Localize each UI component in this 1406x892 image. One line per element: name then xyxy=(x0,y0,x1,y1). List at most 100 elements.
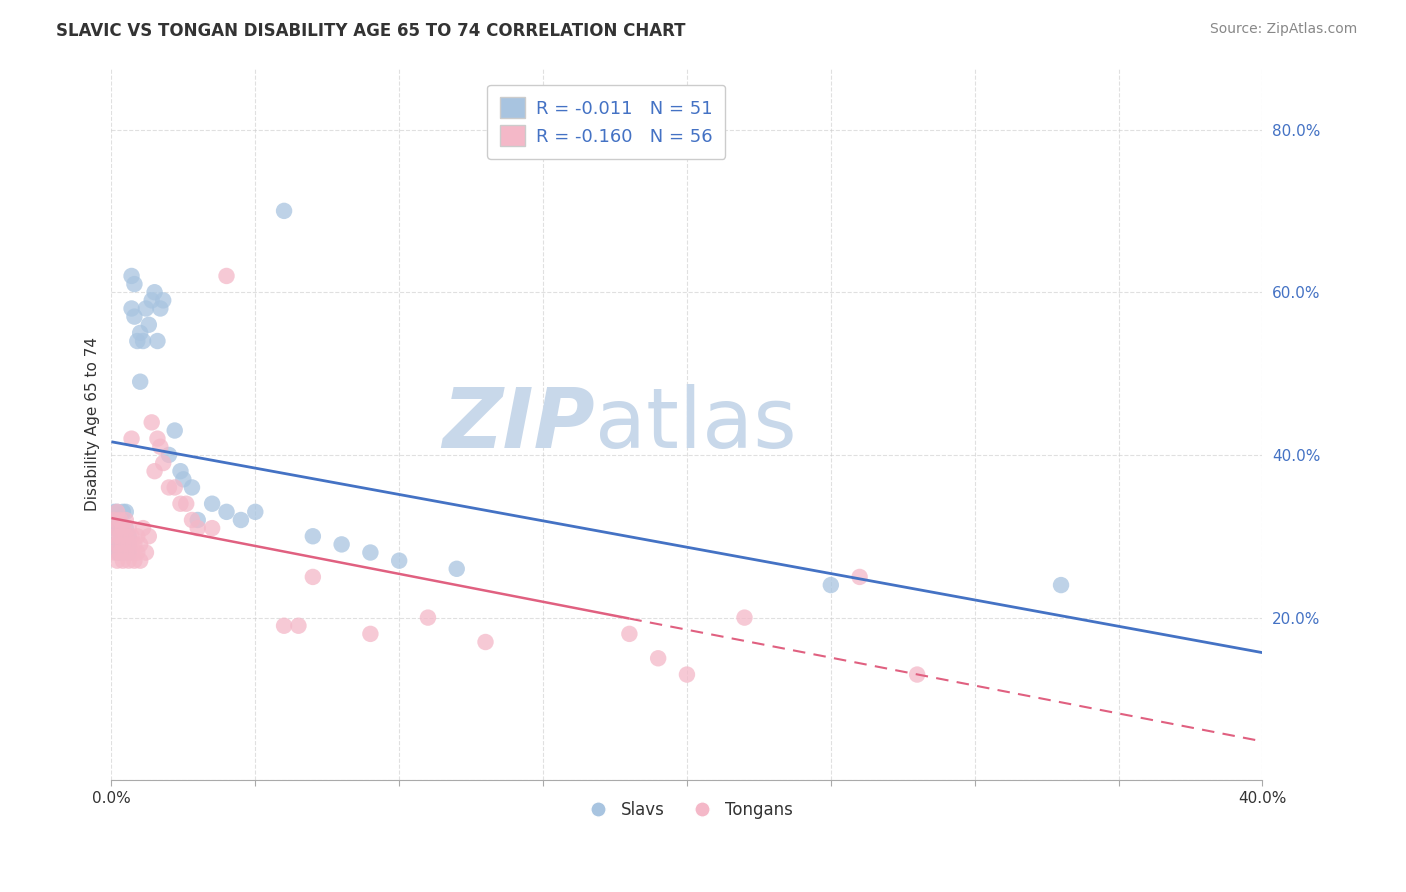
Point xyxy=(287,619,309,633)
Point xyxy=(114,505,136,519)
Point xyxy=(149,301,172,316)
Point xyxy=(302,570,325,584)
Point xyxy=(359,545,381,559)
Point xyxy=(105,537,128,551)
Point xyxy=(330,537,353,551)
Point xyxy=(105,545,128,559)
Point xyxy=(273,203,295,218)
Point xyxy=(111,529,134,543)
Point xyxy=(103,537,125,551)
Point xyxy=(111,537,134,551)
Point xyxy=(143,285,166,300)
Point xyxy=(169,497,191,511)
Point xyxy=(121,545,143,559)
Point xyxy=(152,456,174,470)
Point xyxy=(229,513,252,527)
Point xyxy=(111,521,134,535)
Point xyxy=(446,562,468,576)
Point xyxy=(114,529,136,543)
Point xyxy=(114,513,136,527)
Point xyxy=(163,480,186,494)
Point xyxy=(124,554,146,568)
Point xyxy=(143,464,166,478)
Point xyxy=(676,667,699,681)
Point xyxy=(118,521,141,535)
Point xyxy=(359,627,381,641)
Point xyxy=(215,268,238,283)
Point xyxy=(245,505,267,519)
Point xyxy=(118,554,141,568)
Point xyxy=(416,610,439,624)
Point xyxy=(1050,578,1073,592)
Point xyxy=(187,521,209,535)
Point xyxy=(129,554,152,568)
Point xyxy=(146,432,169,446)
Point xyxy=(905,667,928,681)
Point xyxy=(132,334,155,348)
Point xyxy=(138,318,160,332)
Point xyxy=(474,635,496,649)
Point xyxy=(215,505,238,519)
Point xyxy=(114,521,136,535)
Point xyxy=(152,293,174,308)
Y-axis label: Disability Age 65 to 74: Disability Age 65 to 74 xyxy=(86,337,100,511)
Point xyxy=(103,529,125,543)
Point xyxy=(163,424,186,438)
Point xyxy=(141,293,163,308)
Point xyxy=(820,578,842,592)
Point xyxy=(201,497,224,511)
Point xyxy=(108,521,131,535)
Point xyxy=(172,472,194,486)
Point xyxy=(273,619,295,633)
Point xyxy=(118,545,141,559)
Point xyxy=(127,545,149,559)
Point xyxy=(619,627,641,641)
Point xyxy=(181,513,204,527)
Point xyxy=(121,268,143,283)
Point xyxy=(132,521,155,535)
Point xyxy=(135,301,157,316)
Point xyxy=(146,334,169,348)
Point xyxy=(108,529,131,543)
Point xyxy=(111,545,134,559)
Point xyxy=(103,521,125,535)
Point xyxy=(105,521,128,535)
Point xyxy=(118,537,141,551)
Point xyxy=(121,432,143,446)
Point xyxy=(108,537,131,551)
Point xyxy=(181,480,204,494)
Point xyxy=(141,416,163,430)
Point xyxy=(127,529,149,543)
Text: atlas: atlas xyxy=(595,384,797,465)
Point xyxy=(127,334,149,348)
Point xyxy=(121,301,143,316)
Point xyxy=(124,537,146,551)
Point xyxy=(105,505,128,519)
Point xyxy=(174,497,197,511)
Point xyxy=(105,505,128,519)
Point xyxy=(124,310,146,324)
Point xyxy=(111,505,134,519)
Point xyxy=(124,277,146,291)
Point xyxy=(157,448,180,462)
Point xyxy=(157,480,180,494)
Point xyxy=(118,529,141,543)
Text: Source: ZipAtlas.com: Source: ZipAtlas.com xyxy=(1209,22,1357,37)
Point xyxy=(848,570,870,584)
Point xyxy=(647,651,669,665)
Point xyxy=(114,545,136,559)
Point xyxy=(105,521,128,535)
Text: ZIP: ZIP xyxy=(443,384,595,465)
Point xyxy=(302,529,325,543)
Legend: Slavs, Tongans: Slavs, Tongans xyxy=(575,794,800,825)
Point xyxy=(135,545,157,559)
Point xyxy=(388,554,411,568)
Point xyxy=(114,529,136,543)
Point xyxy=(138,529,160,543)
Point xyxy=(105,554,128,568)
Point xyxy=(169,464,191,478)
Point xyxy=(121,529,143,543)
Text: SLAVIC VS TONGAN DISABILITY AGE 65 TO 74 CORRELATION CHART: SLAVIC VS TONGAN DISABILITY AGE 65 TO 74… xyxy=(56,22,686,40)
Point xyxy=(108,545,131,559)
Point xyxy=(129,375,152,389)
